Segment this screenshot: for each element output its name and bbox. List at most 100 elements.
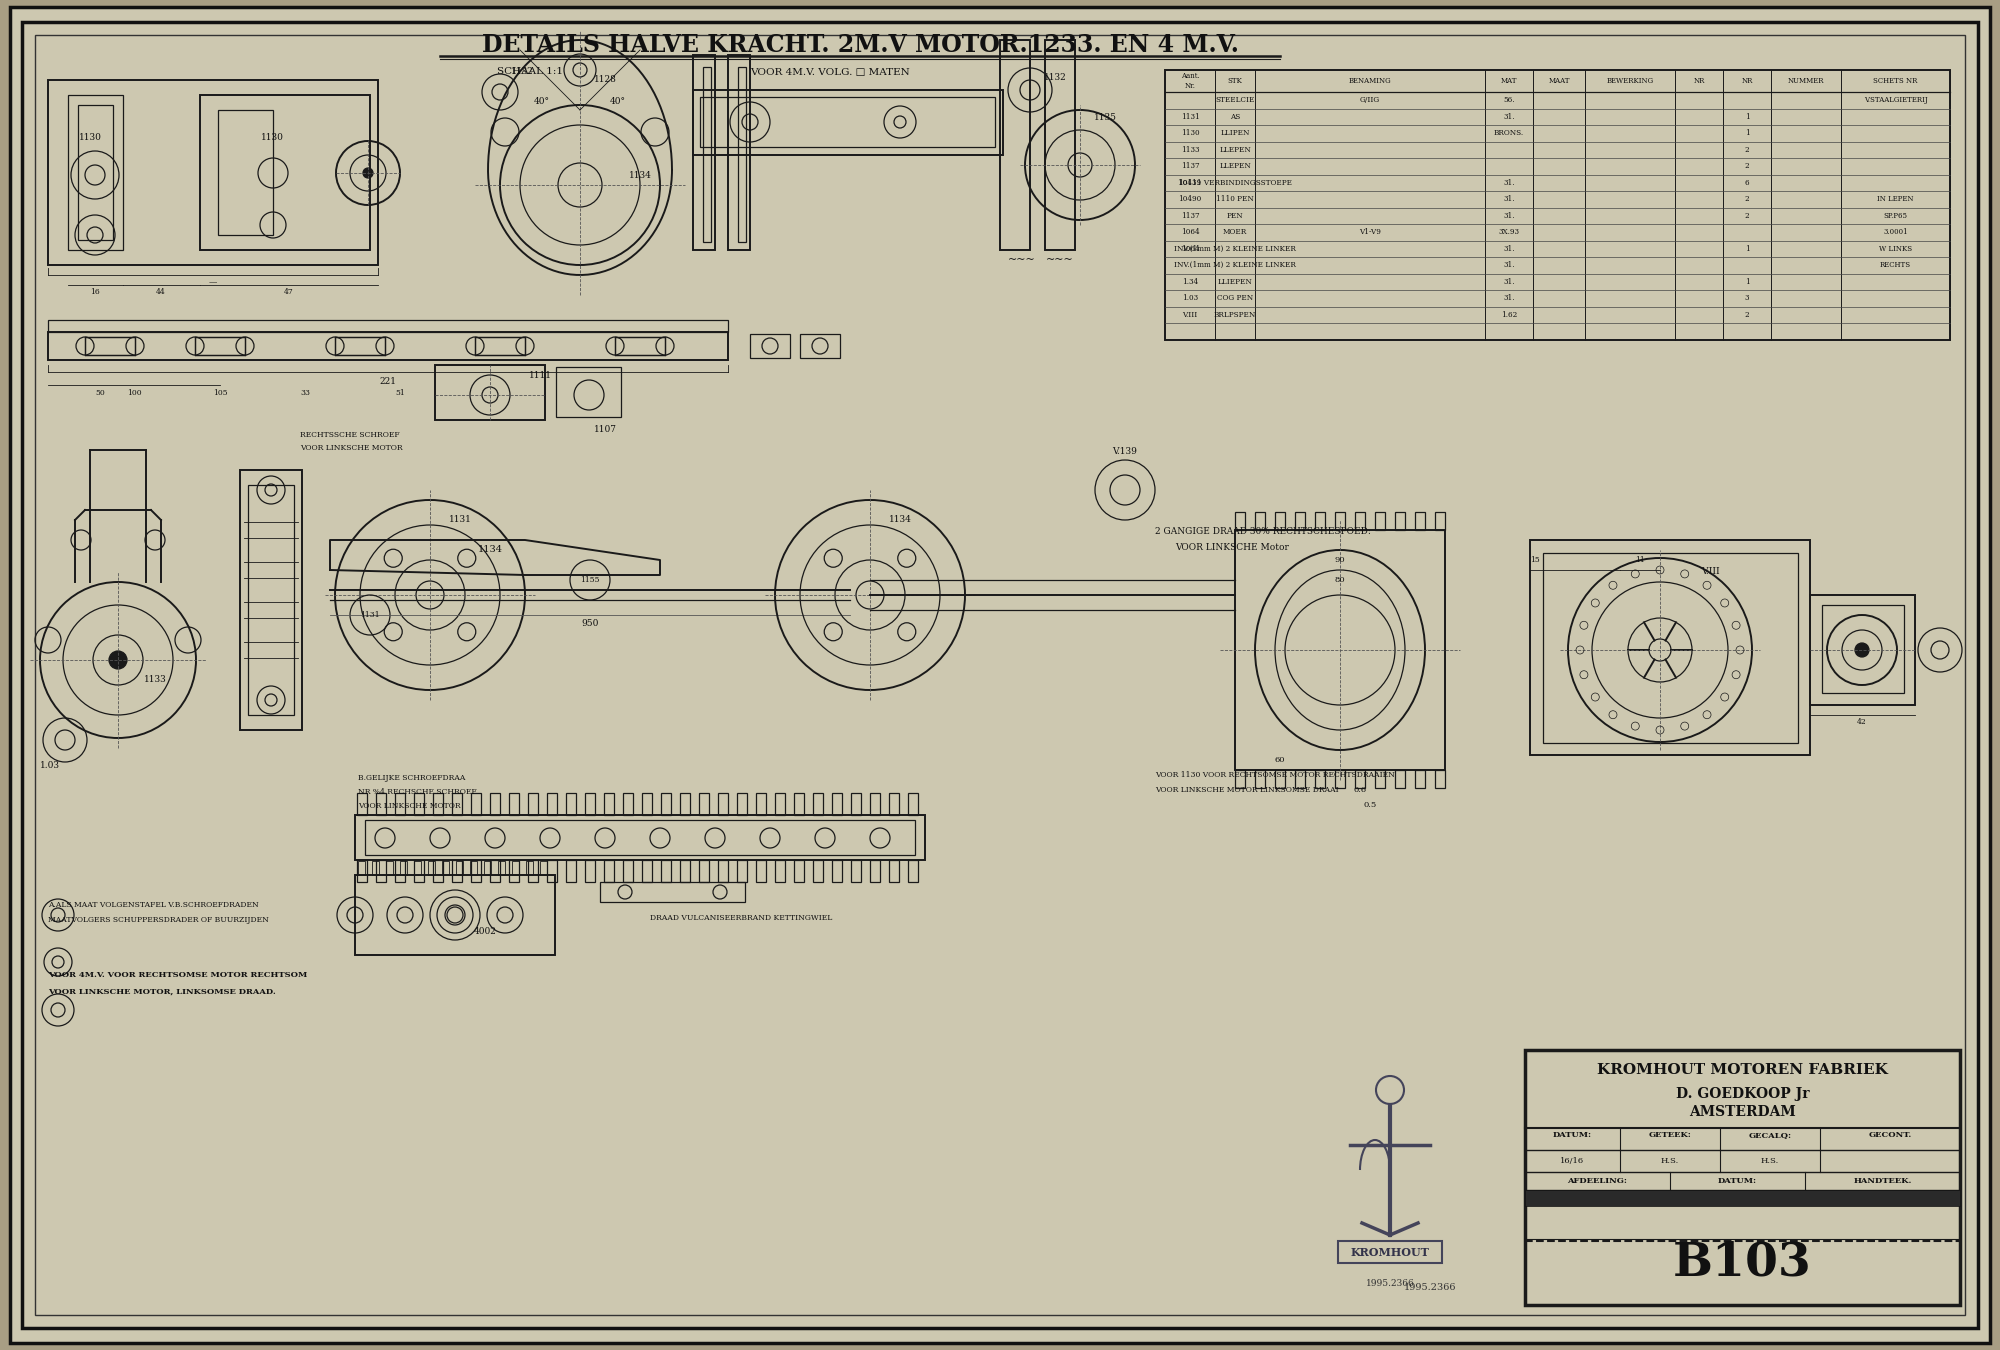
Text: LLEPEN: LLEPEN: [1220, 146, 1250, 154]
Bar: [1544, 554, 1798, 743]
Text: 56.: 56.: [1504, 96, 1514, 104]
Bar: [1236, 769, 1244, 788]
Bar: [456, 861, 464, 875]
Bar: [584, 792, 596, 815]
Text: 16/16: 16/16: [1560, 1157, 1584, 1165]
Bar: [736, 860, 748, 882]
Bar: [196, 338, 244, 355]
Bar: [470, 861, 478, 875]
Text: 1130: 1130: [78, 132, 102, 142]
Text: NUMMER: NUMMER: [1788, 77, 1824, 85]
Bar: [48, 80, 378, 265]
Text: 1128: 1128: [594, 76, 616, 85]
Bar: [436, 364, 544, 420]
Text: 1137: 1137: [1180, 162, 1200, 170]
Circle shape: [108, 651, 128, 670]
Text: 51: 51: [396, 389, 404, 397]
Text: 1132: 1132: [1044, 73, 1066, 82]
Text: AMSTERDAM: AMSTERDAM: [1690, 1106, 1796, 1119]
Bar: [832, 860, 842, 882]
Text: 90: 90: [1334, 556, 1346, 564]
Text: LLIPEN: LLIPEN: [1220, 130, 1250, 138]
Text: —: —: [208, 278, 218, 286]
Bar: [812, 860, 824, 882]
Bar: [472, 792, 480, 815]
Text: 10439: 10439: [1178, 178, 1202, 186]
Text: 1131: 1131: [448, 516, 472, 525]
Text: 42: 42: [1858, 718, 1866, 726]
Bar: [414, 860, 424, 882]
Text: 1132: 1132: [510, 68, 534, 77]
Text: BEWERKING: BEWERKING: [1606, 77, 1654, 85]
Bar: [718, 792, 728, 815]
Text: INV.(1mm M) 2 KLEINE LINKER: INV.(1mm M) 2 KLEINE LINKER: [1174, 262, 1296, 269]
Bar: [1396, 769, 1404, 788]
Text: AS: AS: [1230, 113, 1240, 120]
Text: VOOR 4M.V. VOOR RECHTSOMSE MOTOR RECHTSOM: VOOR 4M.V. VOOR RECHTSOMSE MOTOR RECHTSO…: [48, 971, 308, 979]
Text: 33: 33: [300, 389, 310, 397]
Bar: [870, 860, 880, 882]
Text: V.STAALGIETERIJ: V.STAALGIETERIJ: [1864, 96, 1928, 104]
Text: 10111 VERBINDINGSSTOEPE: 10111 VERBINDINGSSTOEPE: [1178, 178, 1292, 186]
Bar: [376, 860, 386, 882]
Bar: [718, 860, 728, 882]
Text: HANDTEEK.: HANDTEEK.: [1854, 1177, 1912, 1185]
Text: 2: 2: [1744, 196, 1750, 204]
Bar: [442, 861, 448, 875]
Text: NR %4 RECHSCHE SCHROEF: NR %4 RECHSCHE SCHROEF: [358, 788, 476, 796]
Bar: [832, 792, 842, 815]
Bar: [800, 333, 840, 358]
Text: 31.: 31.: [1504, 294, 1514, 302]
Text: H.S.: H.S.: [1760, 1157, 1780, 1165]
Bar: [1526, 1189, 1960, 1206]
Bar: [526, 861, 532, 875]
Bar: [508, 860, 520, 882]
Text: 31.: 31.: [1504, 113, 1514, 120]
Text: 31.: 31.: [1504, 212, 1514, 220]
Text: 40°: 40°: [610, 97, 626, 107]
Bar: [414, 861, 420, 875]
Bar: [728, 55, 750, 250]
Text: 1: 1: [1744, 130, 1750, 138]
Text: B.GELIJKE SCHROEFDRAA: B.GELIJKE SCHROEFDRAA: [358, 774, 466, 782]
Text: RECHTS: RECHTS: [1880, 262, 1912, 269]
Text: STK: STK: [1228, 77, 1242, 85]
Bar: [1276, 769, 1284, 788]
Bar: [908, 860, 918, 882]
Text: 1135: 1135: [1094, 112, 1116, 122]
Text: 2: 2: [1744, 162, 1750, 170]
Text: PEN: PEN: [1226, 212, 1244, 220]
Text: 2: 2: [1744, 212, 1750, 220]
Text: ~~~: ~~~: [1046, 255, 1074, 265]
Text: 6: 6: [1744, 178, 1750, 186]
Text: 1: 1: [1744, 278, 1750, 286]
Text: 105: 105: [212, 389, 228, 397]
Text: BRONS.: BRONS.: [1494, 130, 1524, 138]
Bar: [738, 68, 746, 242]
Bar: [852, 860, 860, 882]
Text: 1130: 1130: [260, 132, 284, 142]
Text: 31.: 31.: [1504, 178, 1514, 186]
Text: IN LEPEN: IN LEPEN: [1878, 196, 1914, 204]
Text: 15: 15: [1530, 556, 1540, 564]
Bar: [356, 792, 368, 815]
Bar: [414, 792, 424, 815]
Bar: [84, 338, 136, 355]
Text: 1134: 1134: [888, 516, 912, 525]
Circle shape: [1856, 643, 1868, 657]
Bar: [888, 792, 900, 815]
Bar: [472, 860, 480, 882]
Bar: [1276, 512, 1284, 531]
Text: 3X.93: 3X.93: [1498, 228, 1520, 236]
Text: 1995.2366: 1995.2366: [1404, 1284, 1456, 1292]
Bar: [700, 97, 996, 147]
Text: 10490: 10490: [1178, 196, 1202, 204]
Text: AFDEELING:: AFDEELING:: [1568, 1177, 1628, 1185]
Text: MAAT: MAAT: [1548, 77, 1570, 85]
Bar: [508, 792, 520, 815]
Bar: [452, 792, 462, 815]
Text: RECHTSSCHE SCHROEF: RECHTSSCHE SCHROEF: [300, 431, 400, 439]
Text: COG PEN: COG PEN: [1216, 294, 1254, 302]
Bar: [364, 819, 916, 855]
Bar: [1526, 1050, 1960, 1305]
